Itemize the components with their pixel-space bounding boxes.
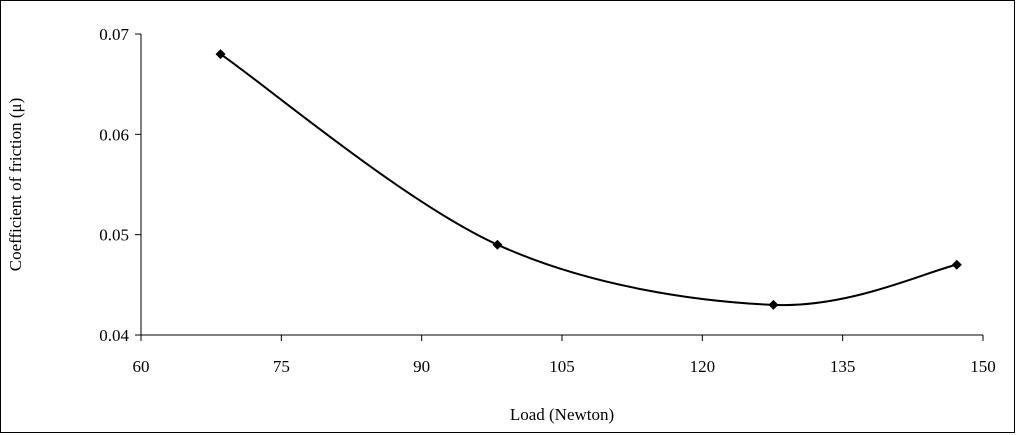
y-tick-label: 0.07	[99, 25, 129, 44]
x-tick-label: 150	[970, 357, 996, 376]
series-layer	[215, 49, 962, 310]
y-tick-label: 0.05	[99, 226, 129, 245]
data-point-marker	[768, 299, 779, 310]
data-point-marker	[215, 49, 226, 60]
x-tick-label: 105	[549, 357, 575, 376]
series-line	[219, 53, 958, 307]
x-tick-label: 60	[133, 357, 150, 376]
y-tick-label: 0.06	[99, 125, 129, 144]
data-point-marker	[951, 259, 962, 270]
y-axis-ticks: 0.04 0.05 0.06 0.07	[99, 25, 141, 345]
x-tick-label: 135	[830, 357, 856, 376]
x-tick-label: 75	[273, 357, 290, 376]
y-axis-title: Coefficient of friction (μ)	[6, 98, 25, 272]
axes	[140, 34, 983, 336]
data-point-marker	[492, 239, 503, 250]
x-tick-label: 120	[690, 357, 716, 376]
x-tick-label: 90	[413, 357, 430, 376]
x-axis-ticks: 60 75 90 105 120 135 150	[133, 335, 996, 376]
y-tick-label: 0.04	[99, 326, 129, 345]
x-axis-title: Load (Newton)	[510, 405, 614, 424]
